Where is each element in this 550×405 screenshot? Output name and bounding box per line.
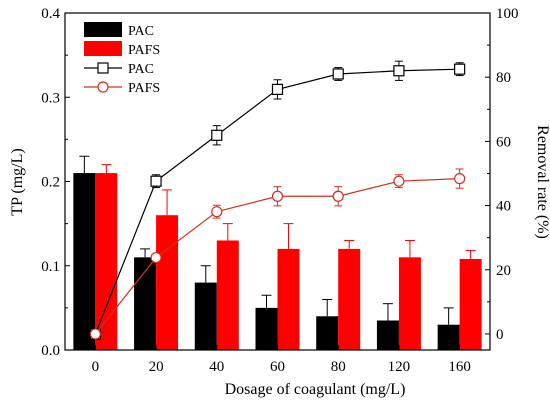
y-left-ticks: 0.0 0.1 0.2 0.3 0.4 [41,6,70,359]
legend-label-bar-pac: PAC [128,24,154,39]
marker-pafs-120 [393,175,405,187]
y-left-axis-title: TP (mg/L) [9,148,26,215]
bar-pac-60 [255,307,278,350]
y-right-tick-label-60: 60 [496,134,511,150]
marker-pac-120 [393,65,405,77]
x-tick-label-60: 60 [270,359,285,375]
x-ticks: 0 20 40 60 80 120 160 [92,345,471,375]
x-tick-label-80: 80 [331,359,346,375]
y-right-tick-label-20: 20 [496,263,511,279]
marker-pafs-40 [211,206,223,218]
legend-label-line-pafs: PAFS [128,81,160,96]
bars [73,173,482,350]
lines [89,60,466,340]
y-left-tick-label-0.3: 0.3 [41,90,60,106]
marker-pac-20 [150,175,162,187]
marker-pac-160 [454,63,466,75]
y-left-tick-label-0.1: 0.1 [41,259,60,275]
y-right-tick-label-100: 100 [496,6,519,22]
bar-pafs-20 [156,215,179,350]
marker-pac-40 [211,129,223,141]
legend-marker-pac [97,62,109,74]
y-left-tick-label-0.0: 0.0 [41,343,60,359]
legend-marker-pafs [97,81,109,93]
bar-pac-160 [437,324,460,350]
bar-pafs-120 [398,257,421,350]
marker-pafs-160 [454,173,466,185]
legend-swatch-bar-pac [84,22,122,37]
legend-label-line-pac: PAC [128,62,154,77]
marker-pac-80 [332,68,344,80]
y-right-tick-label-40: 40 [496,199,511,215]
x-tick-label-20: 20 [149,359,164,375]
y-right-ticks: 0 20 40 60 80 100 [485,6,519,343]
bar-pafs-80 [338,248,361,350]
bar-pac-120 [376,320,399,350]
x-tick-label-0: 0 [92,359,100,375]
bar-pafs-160 [459,259,482,350]
legend: PAC PAFS PAC PAFS [84,22,160,96]
y-right-tick-label-80: 80 [496,70,511,86]
marker-pafs-60 [271,190,284,202]
marker-pafs-20 [150,251,162,264]
marker-pac-60 [271,83,284,95]
x-tick-label-40: 40 [209,359,224,375]
y-right-tick-label-0: 0 [496,327,504,343]
x-tick-label-120: 120 [388,359,411,375]
y-right-axis-title: Removal rate (%) [534,125,550,239]
y-left-tick-label-0.4: 0.4 [41,6,60,22]
bar-pac-40 [194,282,217,350]
x-tick-label-160: 160 [448,359,471,375]
marker-pafs-0 [89,328,101,340]
bar-pac-80 [316,316,339,350]
bar-pafs-0 [95,173,118,350]
bar-errorbars [79,155,476,325]
bar-pac-0 [73,173,96,350]
bar-pafs-60 [277,248,300,350]
x-axis-title: Dosage of coagulant (mg/L) [225,381,406,398]
marker-pafs-80 [332,190,344,202]
bar-pac-20 [134,257,157,350]
legend-label-bar-pafs: PAFS [128,43,160,58]
bar-pafs-40 [216,240,239,350]
axis-titles: Dosage of coagulant (mg/L) TP (mg/L) Rem… [9,125,550,398]
legend-swatch-bar-pafs [84,41,122,56]
y-left-tick-label-0.2: 0.2 [41,175,60,191]
